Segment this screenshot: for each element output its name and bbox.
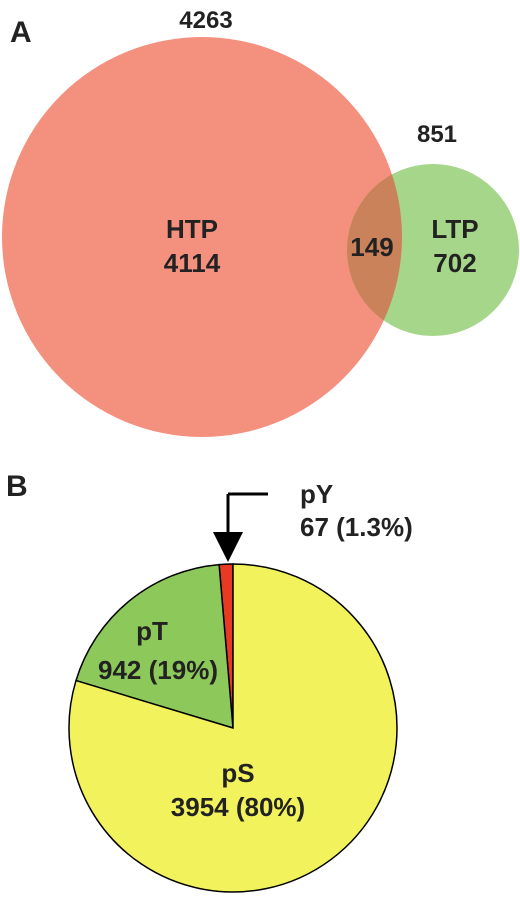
py-label: pY — [300, 479, 333, 509]
pie-panel: B pY 67 (1.3%) pT 942 (19%) pS 3954 (80%… — [6, 470, 413, 893]
py-callout-arrowhead — [213, 532, 243, 562]
ltp-unique-count: 702 — [433, 248, 476, 278]
ps-count-label: 3954 (80%) — [171, 792, 305, 822]
ltp-set-label: LTP — [431, 214, 478, 244]
ltp-total-label: 851 — [417, 121, 457, 148]
py-count-label: 67 (1.3%) — [300, 512, 413, 542]
htp-set-label: HTP — [166, 214, 218, 244]
pt-count-label: 942 (19%) — [98, 655, 218, 685]
venn-overlap-region — [346, 174, 402, 321]
ps-label: pS — [221, 758, 254, 788]
pie-slice-pt — [75, 563, 234, 730]
venn-circle-htp — [2, 37, 402, 437]
pie-slices — [68, 563, 398, 893]
htp-total-label: 4263 — [179, 7, 232, 34]
pt-label: pT — [136, 616, 168, 646]
panel-label-b: B — [6, 470, 28, 503]
htp-unique-count: 4114 — [164, 248, 221, 278]
overlap-count: 149 — [350, 232, 393, 262]
panel-label-a: A — [10, 16, 32, 49]
venn-panel: A 4263 851 HTP 4114 149 LTP 702 — [2, 7, 519, 437]
pie-slice-ps — [68, 563, 398, 893]
